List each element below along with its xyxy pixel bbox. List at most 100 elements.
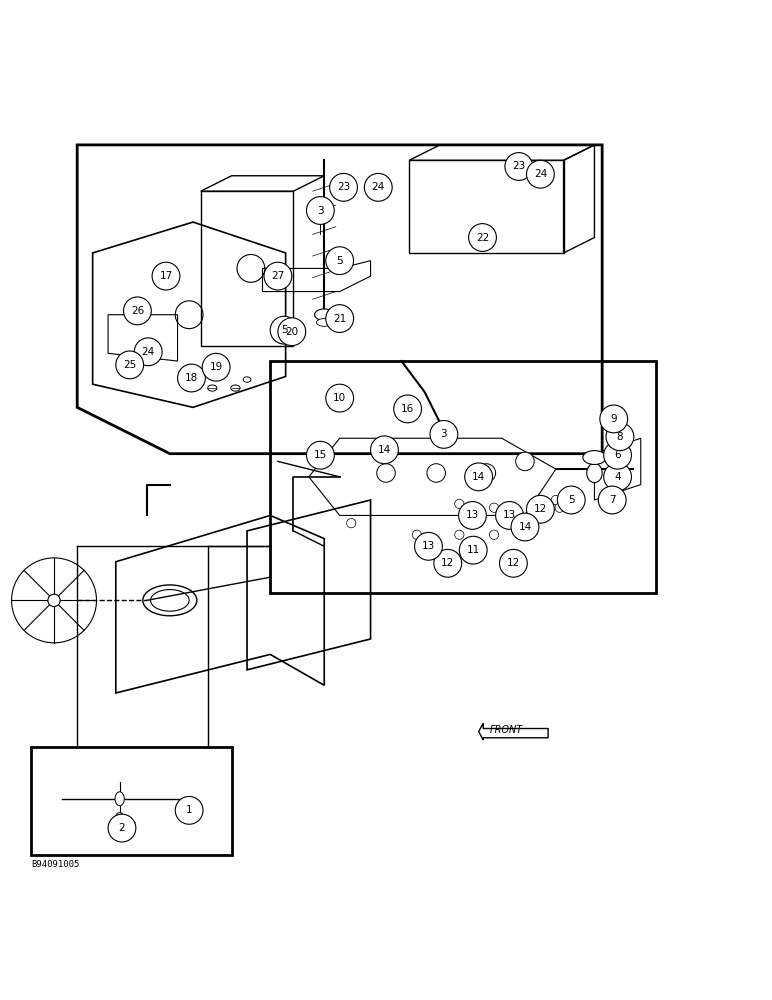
Circle shape (264, 262, 292, 290)
Circle shape (326, 305, 354, 332)
Circle shape (330, 173, 357, 201)
Text: 13: 13 (503, 510, 516, 520)
Circle shape (511, 513, 539, 541)
Circle shape (152, 262, 180, 290)
Circle shape (306, 441, 334, 469)
Text: 19: 19 (209, 362, 223, 372)
Circle shape (455, 530, 464, 539)
Circle shape (600, 405, 628, 433)
Circle shape (412, 530, 422, 539)
Circle shape (116, 351, 144, 379)
Circle shape (415, 532, 442, 560)
Text: 5: 5 (337, 256, 343, 266)
Circle shape (326, 247, 354, 275)
Circle shape (175, 796, 203, 824)
Circle shape (202, 353, 230, 381)
Text: 9: 9 (611, 414, 617, 424)
Circle shape (347, 519, 356, 528)
Text: 26: 26 (130, 306, 144, 316)
Circle shape (527, 495, 554, 523)
Ellipse shape (116, 813, 124, 820)
Text: 3: 3 (317, 206, 323, 216)
Ellipse shape (231, 385, 240, 391)
Text: 6: 6 (615, 450, 621, 460)
Text: 23: 23 (337, 182, 350, 192)
Text: 25: 25 (123, 360, 137, 370)
Circle shape (604, 441, 631, 469)
Circle shape (278, 318, 306, 346)
Ellipse shape (587, 463, 602, 483)
Text: 12: 12 (441, 558, 455, 568)
Circle shape (270, 316, 298, 344)
Ellipse shape (317, 319, 332, 326)
Circle shape (551, 495, 560, 505)
Text: 18: 18 (185, 373, 198, 383)
Circle shape (557, 486, 585, 514)
Circle shape (48, 594, 60, 607)
Text: 4: 4 (615, 472, 621, 482)
Circle shape (178, 364, 205, 392)
Ellipse shape (208, 385, 217, 391)
Circle shape (527, 160, 554, 188)
Text: 24: 24 (141, 347, 155, 357)
Text: 23: 23 (512, 161, 526, 171)
Text: 15: 15 (313, 450, 327, 460)
Circle shape (606, 423, 634, 451)
Text: 16: 16 (401, 404, 415, 414)
Circle shape (459, 536, 487, 564)
Ellipse shape (143, 585, 197, 616)
Text: 13: 13 (466, 510, 479, 520)
Ellipse shape (315, 309, 334, 321)
Circle shape (108, 814, 136, 842)
Circle shape (505, 153, 533, 180)
Circle shape (465, 463, 493, 491)
Text: FRONT: FRONT (489, 725, 523, 735)
Circle shape (455, 499, 464, 508)
Text: 22: 22 (476, 233, 489, 243)
Circle shape (394, 395, 422, 423)
Circle shape (430, 420, 458, 448)
Text: 27: 27 (271, 271, 285, 281)
Circle shape (489, 530, 499, 539)
Ellipse shape (243, 377, 251, 382)
Circle shape (427, 464, 445, 482)
Text: 5: 5 (281, 325, 287, 335)
Circle shape (306, 197, 334, 224)
Text: 2: 2 (119, 823, 125, 833)
Text: 24: 24 (371, 182, 385, 192)
Text: 17: 17 (159, 271, 173, 281)
Circle shape (527, 511, 536, 520)
Circle shape (524, 526, 533, 536)
Circle shape (496, 502, 523, 529)
Text: 24: 24 (533, 169, 547, 179)
Circle shape (364, 173, 392, 201)
Ellipse shape (583, 451, 606, 464)
Circle shape (371, 436, 398, 464)
Circle shape (489, 503, 499, 512)
Circle shape (555, 503, 564, 512)
Circle shape (598, 486, 626, 514)
Text: 11: 11 (466, 545, 480, 555)
Circle shape (134, 338, 162, 366)
Text: 8: 8 (617, 432, 623, 442)
Text: 14: 14 (518, 522, 532, 532)
Text: 14: 14 (378, 445, 391, 455)
Text: B94091005: B94091005 (31, 860, 80, 869)
Text: 12: 12 (533, 504, 547, 514)
Circle shape (477, 464, 496, 482)
Text: 21: 21 (333, 314, 347, 324)
Text: 14: 14 (472, 472, 486, 482)
Text: 10: 10 (333, 393, 347, 403)
Circle shape (499, 549, 527, 577)
Text: 13: 13 (422, 541, 435, 551)
Circle shape (326, 384, 354, 412)
Circle shape (377, 464, 395, 482)
Text: 12: 12 (506, 558, 520, 568)
Text: 7: 7 (609, 495, 615, 505)
Circle shape (434, 549, 462, 577)
Text: 3: 3 (441, 429, 447, 439)
Ellipse shape (115, 792, 124, 806)
Circle shape (604, 463, 631, 491)
Text: 5: 5 (568, 495, 574, 505)
Circle shape (124, 297, 151, 325)
